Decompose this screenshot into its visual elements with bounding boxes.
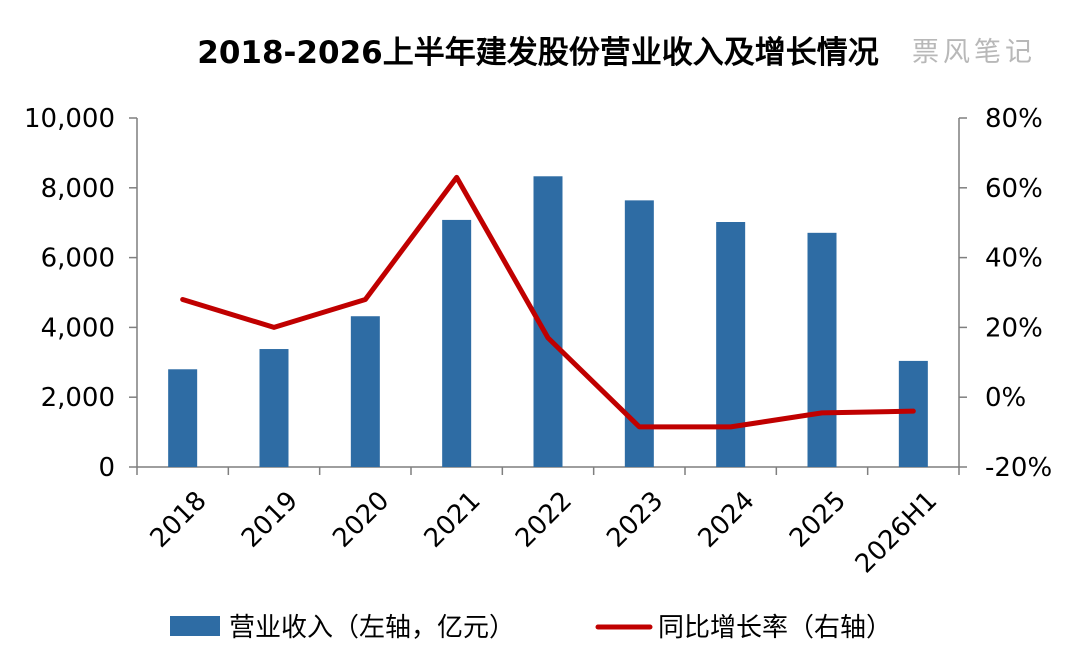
legend-label-growth: 同比增长率（右轴） — [658, 613, 892, 643]
x-axis-tick-label: 2022 — [510, 486, 578, 554]
bar-revenue — [259, 349, 289, 467]
y-axis-left-tick-label: 0 — [98, 453, 115, 483]
bar-revenue — [716, 222, 746, 467]
x-axis-tick-label: 2026H1 — [850, 486, 944, 580]
y-axis-right-tick-label: -20% — [985, 453, 1052, 483]
x-axis-tick-label: 2018 — [145, 486, 213, 554]
legend: 营业收入（左轴，亿元） 同比增长率（右轴） — [170, 613, 892, 643]
y-axis-right-tick-label: 0% — [985, 383, 1026, 413]
x-axis-tick-label: 2020 — [327, 486, 395, 554]
legend-label-revenue: 营业收入（左轴，亿元） — [229, 613, 515, 643]
bar-revenue — [350, 316, 380, 467]
bar-revenue — [442, 219, 472, 467]
y-axis-left-tick-label: 6,000 — [41, 244, 115, 274]
x-axis-tick-label: 2025 — [784, 486, 852, 554]
bar-revenue — [168, 369, 198, 467]
y-axis-left-tick-label: 4,000 — [41, 313, 115, 343]
y-axis-left-tick-label: 2,000 — [41, 383, 115, 413]
watermark: 票风笔记 — [912, 37, 1036, 68]
bar-revenue — [624, 200, 654, 467]
chart-title: 2018-2026上半年建发股份营业收入及增长情况 — [197, 35, 878, 71]
y-axis-left-tick-label: 10,000 — [24, 104, 115, 134]
y-axis-right-tick-label: 80% — [985, 104, 1043, 134]
line-growth-rate — [180, 174, 916, 430]
y-axis-left-tick-label: 8,000 — [41, 174, 115, 204]
x-axis-tick-label: 2021 — [419, 486, 487, 554]
y-axis-right-tick-label: 60% — [985, 174, 1043, 204]
legend-swatch-revenue — [170, 616, 220, 636]
x-axis-tick-label: 2019 — [236, 486, 304, 554]
y-axis-right-tick-label: 20% — [985, 313, 1043, 343]
bar-revenue — [807, 232, 837, 467]
x-axis-tick-label: 2024 — [693, 486, 761, 554]
plot-area: 0 2,000 4,000 6,000 8,000 10,000 -20% 0% 20% 40% 6… — [24, 104, 1052, 579]
y-axis-right-tick-label: 40% — [985, 244, 1043, 274]
x-axis-tick-label: 2023 — [601, 486, 669, 554]
bar-revenue — [898, 360, 928, 467]
